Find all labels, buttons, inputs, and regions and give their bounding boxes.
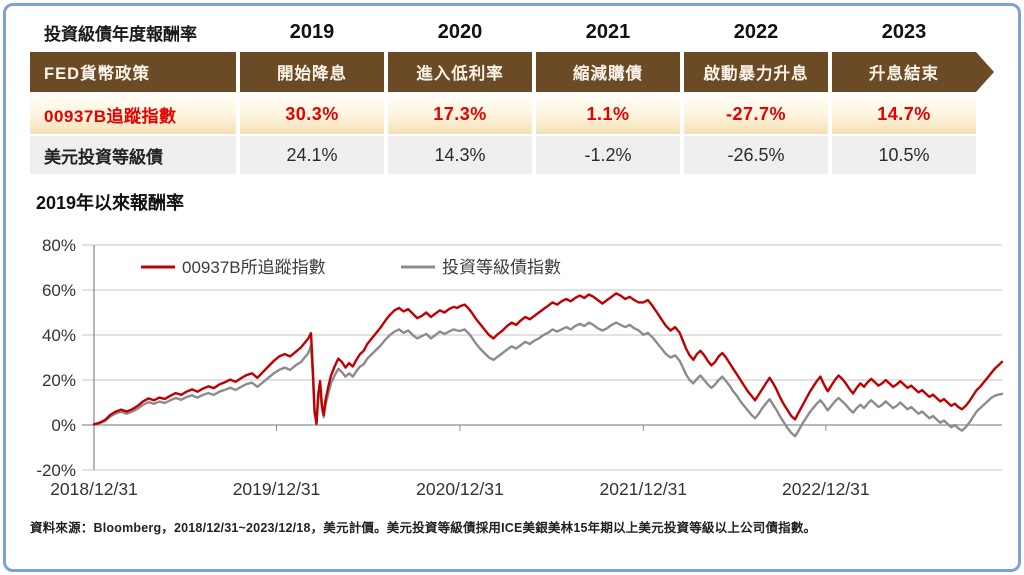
chart-title: 2019年以來報酬率 <box>36 193 185 213</box>
table-title: 投資級債年度報酬率 <box>44 24 197 44</box>
policy-2021: 縮減購債 <box>536 52 680 92</box>
report-card: 投資級債年度報酬率 2019 2020 2021 2022 2023 FED貨幣… <box>3 3 1021 572</box>
x-axis-tick-label: 2022/12/31 <box>782 479 870 499</box>
y-axis-tick-label: 40% <box>42 326 76 345</box>
y-axis-tick-label: 80% <box>42 236 76 255</box>
usd-ig-bond-2022: -26.5% <box>684 136 828 174</box>
tracked-index-2021: 1.1% <box>536 94 680 134</box>
usd-ig-bond-2020: 14.3% <box>388 136 532 174</box>
x-axis-tick-label: 2019/12/31 <box>233 479 321 499</box>
year-2021: 2021 <box>585 20 631 43</box>
policy-2019: 開始降息 <box>240 52 384 92</box>
tracked-index-2023: 14.7% <box>832 94 976 134</box>
x-axis-tick-label: 2021/12/31 <box>600 479 688 499</box>
series-line <box>92 292 1004 426</box>
table-row: 00937B追蹤指數 30.3% 17.3% 1.1% -27.7% 14.7% <box>30 94 976 134</box>
table-row: 美元投資等級債 24.1% 14.3% -1.2% -26.5% 10.5% <box>30 136 976 174</box>
series-line <box>92 321 1004 438</box>
legend-label: 00937B所追蹤指數 <box>182 258 326 277</box>
y-axis-tick-label: 0% <box>51 416 76 435</box>
year-2020: 2020 <box>437 20 483 43</box>
policy-2022: 啟動暴力升息 <box>684 52 828 92</box>
year-2019: 2019 <box>289 20 335 43</box>
x-axis-tick-label: 2020/12/31 <box>416 479 504 499</box>
annual-returns-table: 投資級債年度報酬率 2019 2020 2021 2022 2023 FED貨幣… <box>30 14 994 174</box>
tracked-index-label: 00937B追蹤指數 <box>30 94 236 134</box>
fed-policy-label: FED貨幣政策 <box>30 52 236 92</box>
tracked-index-2020: 17.3% <box>388 94 532 134</box>
years-row: 投資級債年度報酬率 2019 2020 2021 2022 2023 <box>30 14 976 50</box>
source-note: 資料來源：Bloomberg，2018/12/31~2023/12/18，美元計… <box>30 521 817 535</box>
policy-2023: 升息結束 <box>832 52 976 92</box>
header-arrow-icon <box>976 52 994 92</box>
x-axis-tick-label: 2018/12/31 <box>50 479 138 499</box>
tracked-index-2019: 30.3% <box>240 94 384 134</box>
tracked-index-2022: -27.7% <box>684 94 828 134</box>
legend-label: 投資等級債指數 <box>442 258 561 277</box>
usd-ig-bond-label: 美元投資等級債 <box>30 136 236 174</box>
y-axis-tick-label: -20% <box>36 461 76 480</box>
returns-line-chart: 80% 60% 40% 20% 0% -20%2018/12/31 2019/12/31 20… <box>36 236 1004 499</box>
y-axis-tick-label: 60% <box>42 281 76 300</box>
usd-ig-bond-2021: -1.2% <box>536 136 680 174</box>
usd-ig-bond-2019: 24.1% <box>240 136 384 174</box>
year-2023: 2023 <box>881 20 927 43</box>
fed-policy-header-row: FED貨幣政策 開始降息 進入低利率 縮減購債 啟動暴力升息 升息結束 <box>30 52 994 92</box>
year-2022: 2022 <box>733 20 779 43</box>
y-axis-tick-label: 20% <box>42 371 76 390</box>
usd-ig-bond-2023: 10.5% <box>832 136 976 174</box>
policy-2020: 進入低利率 <box>388 52 532 92</box>
